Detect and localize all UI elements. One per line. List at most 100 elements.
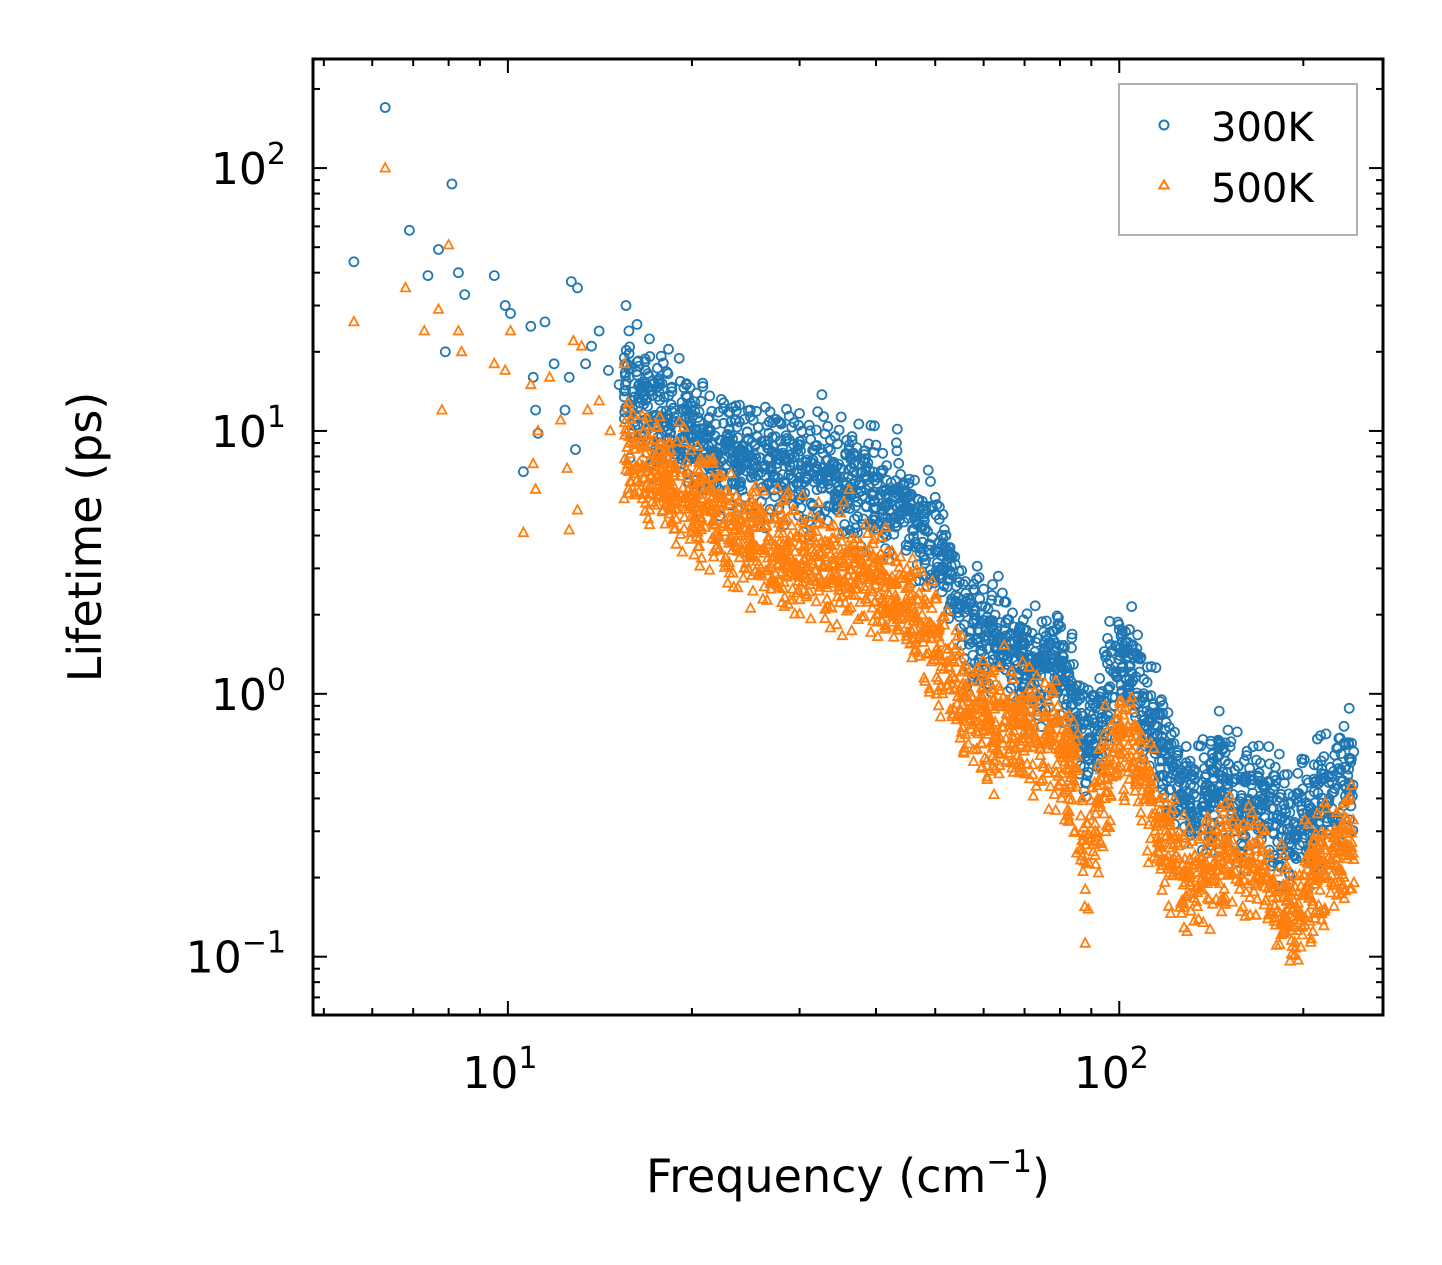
- data-point: [861, 526, 874, 538]
- data-point: [737, 440, 749, 452]
- data-point: [843, 582, 856, 594]
- data-point: [1316, 855, 1329, 867]
- data-point: [988, 754, 1001, 766]
- data-point: [698, 520, 712, 532]
- data-point: [771, 448, 783, 460]
- data-point: [1130, 763, 1143, 776]
- data-point: [740, 556, 753, 568]
- data-point: [1188, 780, 1200, 792]
- data-point: [794, 439, 806, 451]
- data-point: [1334, 803, 1347, 815]
- data-point: [877, 464, 889, 476]
- data-point: [918, 580, 932, 592]
- data-point: [1191, 879, 1205, 891]
- data-point: [774, 435, 786, 447]
- data-point: [878, 604, 892, 616]
- data-point: [742, 433, 754, 444]
- series-500K: [347, 161, 1361, 966]
- data-point: [631, 366, 642, 378]
- data-point: [1104, 639, 1116, 650]
- data-point: [1311, 806, 1324, 819]
- data-point: [1075, 791, 1089, 803]
- data-point: [1177, 878, 1190, 890]
- data-point: [998, 638, 1011, 650]
- data-point: [792, 574, 805, 586]
- data-point: [1099, 824, 1112, 837]
- data-point: [1278, 824, 1289, 836]
- data-point: [527, 371, 539, 383]
- data-point: [1094, 834, 1107, 847]
- data-point: [1279, 879, 1293, 891]
- data-point: [1211, 823, 1224, 836]
- data-point: [858, 558, 871, 570]
- data-point: [983, 712, 996, 724]
- data-point: [1215, 904, 1228, 917]
- data-point: [945, 649, 959, 661]
- data-point: [645, 495, 658, 507]
- data-point: [786, 471, 797, 483]
- data-point: [678, 510, 691, 522]
- data-point: [1162, 707, 1174, 719]
- data-point: [517, 525, 530, 538]
- data-point: [706, 405, 718, 417]
- data-point: [915, 616, 928, 629]
- data-point: [1066, 699, 1077, 711]
- data-point: [1270, 864, 1284, 877]
- data-point: [650, 488, 664, 500]
- data-point: [1003, 630, 1015, 642]
- data-point: [1016, 655, 1029, 667]
- data-point: [974, 593, 986, 605]
- data-point: [1018, 767, 1032, 779]
- data-point: [960, 576, 971, 587]
- data-point: [1158, 875, 1171, 887]
- data-point: [1127, 719, 1140, 731]
- data-point: [713, 488, 726, 500]
- data-point: [1059, 710, 1072, 722]
- data-point: [852, 496, 863, 508]
- data-point: [1222, 857, 1235, 869]
- data-point: [953, 566, 965, 577]
- data-point: [823, 463, 834, 475]
- data-point: [1338, 720, 1350, 732]
- data-point: [862, 563, 876, 575]
- x-tick-label: 101: [462, 1041, 537, 1099]
- data-point: [793, 607, 806, 619]
- data-point: [705, 426, 716, 438]
- data-point: [1036, 616, 1048, 628]
- data-point: [518, 466, 529, 478]
- data-point: [648, 453, 661, 465]
- data-point: [1162, 899, 1175, 911]
- data-point: [624, 412, 638, 424]
- data-point: [1002, 746, 1015, 758]
- data-point: [955, 665, 968, 677]
- data-point: [1268, 914, 1281, 926]
- data-point: [399, 281, 412, 293]
- data-point: [932, 698, 945, 711]
- data-point: [900, 561, 914, 574]
- data-point: [435, 403, 449, 415]
- data-point: [1298, 910, 1312, 922]
- data-point: [1111, 670, 1122, 682]
- data-point: [956, 685, 969, 698]
- data-point: [864, 480, 875, 491]
- data-point: [741, 426, 753, 438]
- data-point: [643, 434, 656, 446]
- data-point: [1253, 767, 1265, 779]
- data-point: [1313, 835, 1326, 848]
- data-point: [1035, 693, 1048, 705]
- data-point: [1292, 767, 1304, 779]
- data-point: [706, 452, 719, 464]
- data-point: [756, 592, 770, 604]
- data-point: [1124, 673, 1136, 685]
- data-point: [818, 611, 832, 624]
- data-point: [682, 481, 696, 493]
- data-point: [1187, 914, 1201, 926]
- data-point: [867, 514, 878, 526]
- data-point: [1259, 824, 1272, 836]
- data-point: [1319, 801, 1333, 813]
- data-point: [688, 548, 701, 560]
- data-point: [1327, 846, 1341, 858]
- data-point: [1262, 908, 1275, 920]
- data-point: [983, 699, 996, 711]
- data-point: [775, 565, 789, 577]
